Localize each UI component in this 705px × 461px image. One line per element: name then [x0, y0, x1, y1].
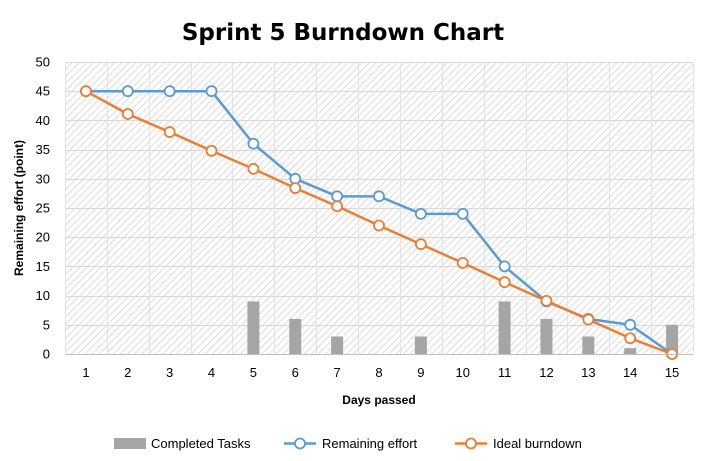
legend: Completed Tasks Remaining effort Ideal b… — [114, 436, 582, 451]
point-ideal-burndown — [540, 294, 553, 307]
point-ideal-burndown — [80, 85, 92, 98]
point-ideal-burndown — [456, 256, 469, 269]
x-tick-label: 12 — [539, 365, 553, 380]
x-tick-label: 2 — [124, 365, 131, 380]
y-tick-label: 50 — [36, 55, 50, 70]
point-ideal-burndown — [331, 200, 344, 213]
point-ideal-burndown — [163, 126, 176, 138]
x-tick-label: 9 — [417, 365, 424, 380]
y-tick-label: 30 — [36, 171, 50, 186]
point-remaining-effort — [331, 190, 344, 203]
point-remaining-effort — [163, 85, 176, 98]
point-ideal-burndown — [289, 182, 302, 195]
bar-completed-tasks — [540, 318, 553, 354]
x-tick-label: 5 — [250, 365, 257, 380]
chart-title: Sprint 5 Burndown Chart — [182, 20, 504, 46]
bar-completed-tasks — [331, 336, 344, 354]
bar-completed-tasks — [289, 318, 302, 354]
legend-label-completed-tasks: Completed Tasks — [151, 436, 251, 451]
point-ideal-burndown — [624, 332, 637, 345]
line-series — [80, 85, 678, 360]
point-remaining-effort — [414, 207, 427, 220]
x-tick-label: 10 — [455, 365, 469, 380]
x-tick-label: 8 — [375, 365, 382, 380]
point-remaining-effort — [498, 260, 511, 273]
x-tick-label: 6 — [292, 365, 299, 380]
legend-label-remaining-effort: Remaining effort — [322, 436, 418, 451]
bar-completed-tasks — [414, 336, 427, 354]
y-tick-label: 5 — [43, 317, 50, 332]
point-remaining-effort — [373, 190, 385, 203]
bar-completed-tasks — [582, 336, 595, 354]
x-axis-label: Days passed — [342, 393, 415, 407]
x-tick-label: 15 — [665, 365, 679, 380]
bar-completed-tasks — [666, 324, 679, 354]
legend-marker-remaining-effort — [294, 437, 306, 450]
y-tick-label: 35 — [36, 142, 50, 157]
bar-completed-tasks — [247, 301, 260, 354]
point-ideal-burndown — [414, 238, 427, 251]
legend-swatch-completed-tasks — [114, 438, 146, 449]
legend-label-ideal-burndown: Ideal burndown — [493, 436, 582, 451]
legend-marker-ideal-burndown — [465, 437, 477, 450]
y-tick-label: 15 — [36, 259, 50, 274]
y-tick-label: 45 — [36, 84, 50, 99]
y-tick-label: 25 — [36, 201, 50, 216]
point-remaining-effort — [456, 207, 469, 220]
x-tick-label: 14 — [623, 365, 637, 380]
bar-completed-tasks — [624, 348, 637, 354]
x-tick-label: 11 — [498, 365, 512, 380]
y-axis-label: Remaining effort (point) — [12, 140, 26, 276]
y-tick-label: 10 — [36, 288, 50, 303]
x-tick-label: 13 — [581, 365, 595, 380]
x-tick-label: 4 — [208, 365, 215, 380]
y-tick-label: 20 — [36, 230, 50, 245]
y-tick-label: 0 — [43, 347, 50, 362]
point-ideal-burndown — [373, 219, 385, 232]
point-ideal-burndown — [205, 144, 218, 157]
point-ideal-burndown — [247, 162, 260, 175]
y-tick-label: 40 — [36, 113, 50, 128]
point-remaining-effort — [624, 318, 637, 331]
x-tick-label: 3 — [166, 365, 173, 380]
bar-completed-tasks — [498, 301, 511, 354]
point-ideal-burndown — [582, 313, 595, 326]
x-axis-ticks: 1 2 3 4 5 6 7 8 9 10 11 12 13 14 15 — [82, 365, 679, 380]
point-remaining-effort — [247, 137, 260, 150]
point-remaining-effort — [205, 85, 218, 98]
y-axis-ticks: 0 5 10 15 20 25 30 35 40 45 50 — [36, 55, 50, 362]
bar-series — [247, 301, 679, 354]
point-remaining-effort — [121, 85, 134, 98]
x-tick-label: 1 — [82, 365, 89, 380]
point-ideal-burndown — [121, 108, 134, 120]
point-ideal-burndown — [498, 276, 511, 289]
x-tick-label: 7 — [334, 365, 341, 380]
